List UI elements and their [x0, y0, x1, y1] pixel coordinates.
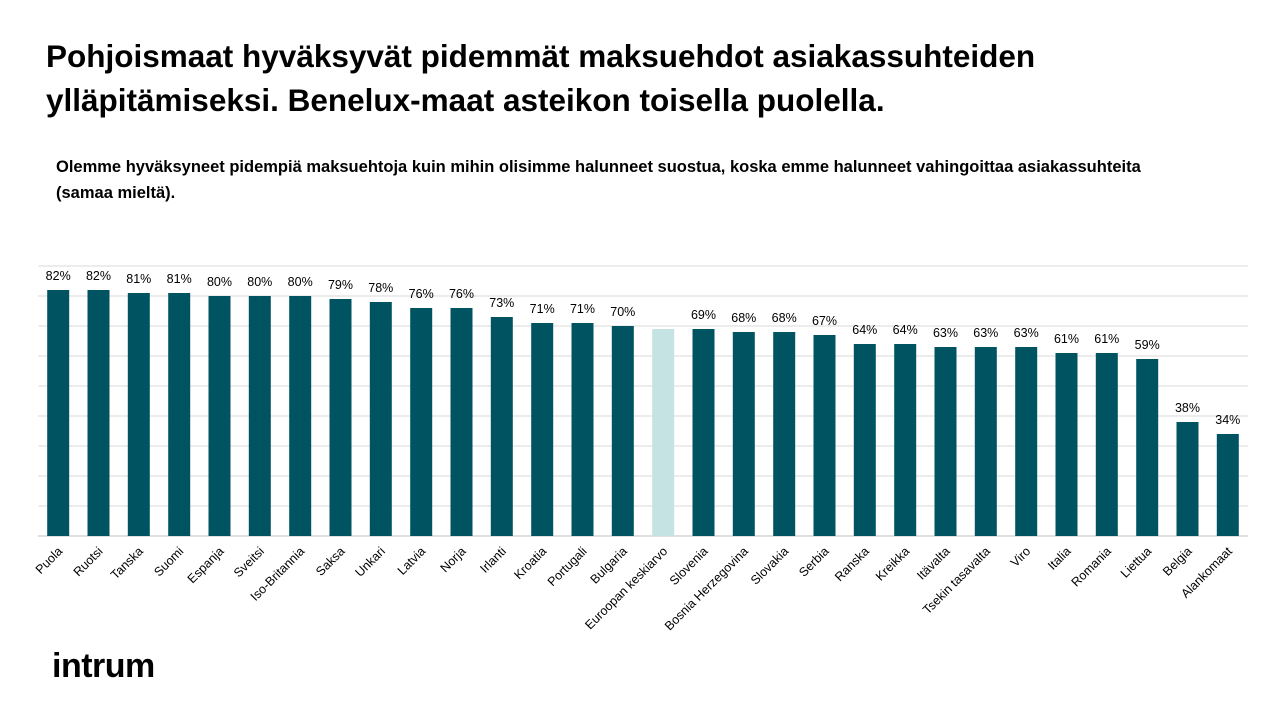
bar	[732, 332, 755, 536]
data-label: 61%	[1054, 332, 1079, 346]
bar	[692, 329, 715, 536]
x-tick-label: Portugali	[545, 544, 590, 589]
bar	[853, 344, 876, 536]
x-tick-label: Puola	[33, 544, 66, 577]
x-tick-label: Tanska	[108, 544, 146, 582]
bar	[1216, 434, 1239, 536]
data-label: 82%	[46, 269, 71, 283]
data-label: 64%	[852, 323, 877, 337]
bar	[652, 329, 675, 536]
x-tick-label: Irlanti	[477, 544, 509, 576]
gridlines	[38, 265, 1248, 537]
bar	[1095, 353, 1118, 536]
bar	[87, 290, 110, 536]
bar	[47, 290, 70, 536]
bar	[773, 332, 796, 536]
x-tick-label: Norja	[438, 544, 469, 575]
bar	[450, 308, 473, 536]
x-tick-label: Romania	[1069, 544, 1114, 589]
bar	[571, 323, 594, 536]
data-label: 80%	[207, 275, 232, 289]
data-label: 63%	[1014, 326, 1039, 340]
x-tick-label: Belgia	[1160, 544, 1195, 579]
data-label: 71%	[530, 302, 555, 316]
bar	[611, 326, 634, 536]
x-tick-label: Sveitsi	[231, 544, 267, 580]
bar	[329, 299, 352, 536]
bar	[410, 308, 433, 536]
data-label: 81%	[126, 272, 151, 286]
data-label: 34%	[1215, 413, 1240, 427]
x-tick-label: Ranska	[832, 544, 872, 584]
bar	[208, 296, 231, 536]
data-label: 78%	[368, 281, 393, 295]
x-tick-label: Itävalta	[914, 544, 952, 582]
data-label: 81%	[167, 272, 192, 286]
bar	[289, 296, 312, 536]
bar	[490, 317, 513, 536]
data-label: 61%	[1094, 332, 1119, 346]
data-label: 68%	[772, 311, 797, 325]
x-tick-label: Saksa	[313, 544, 347, 578]
data-label: 59%	[1135, 338, 1160, 352]
slide-title: Pohjoismaat hyväksyvät pidemmät maksuehd…	[46, 38, 1036, 118]
data-label: 73%	[489, 296, 514, 310]
data-label: 38%	[1175, 401, 1200, 415]
bar	[813, 335, 836, 536]
data-label: 82%	[86, 269, 111, 283]
x-tick-label: Espanja	[185, 544, 227, 586]
data-label: 76%	[449, 287, 474, 301]
chart-subtitle: Olemme hyväksyneet pidempiä maksuehtoja …	[56, 158, 1141, 202]
data-label: 79%	[328, 278, 353, 292]
bar	[168, 293, 191, 536]
intrum-logo: intrum	[52, 647, 155, 685]
bar	[894, 344, 917, 536]
data-label: 70%	[610, 305, 635, 319]
x-tick-label: Latvia	[395, 544, 429, 578]
data-label: 71%	[570, 302, 595, 316]
data-label: 68%	[731, 311, 756, 325]
x-tick-label: Viro	[1008, 544, 1033, 569]
bar	[248, 296, 271, 536]
bar	[1176, 422, 1199, 536]
data-label: 80%	[288, 275, 313, 289]
x-tick-label: Kroatia	[511, 544, 549, 582]
bar	[1136, 359, 1159, 536]
bar	[934, 347, 957, 536]
x-tick-label: Ruotsi	[71, 544, 106, 579]
x-tick-label: Slovakia	[748, 544, 791, 587]
data-label: 80%	[247, 275, 272, 289]
x-tick-label: Suomi	[151, 544, 186, 579]
data-label: 69%	[691, 308, 716, 322]
bar	[127, 293, 150, 536]
bar	[1055, 353, 1078, 536]
data-label: 63%	[933, 326, 958, 340]
bar	[369, 302, 392, 536]
data-label: 76%	[409, 287, 434, 301]
bar	[974, 347, 997, 536]
bar	[1015, 347, 1038, 536]
x-tick-label: Italia	[1045, 544, 1074, 573]
bars	[47, 290, 1239, 536]
x-tick-label: Liettua	[1118, 544, 1154, 580]
data-label: 63%	[973, 326, 998, 340]
data-label: 64%	[893, 323, 918, 337]
data-label: 67%	[812, 314, 837, 328]
x-tick-label: Serbia	[796, 544, 831, 579]
x-tick-label: Kreikka	[873, 544, 912, 583]
data-labels: 82% 82% 81% 81% 80% 80% 80% 79% 78% 76% 76% 73% 71% 7…	[46, 269, 1241, 427]
x-tick-label: Unkari	[352, 544, 387, 579]
bar	[531, 323, 554, 536]
